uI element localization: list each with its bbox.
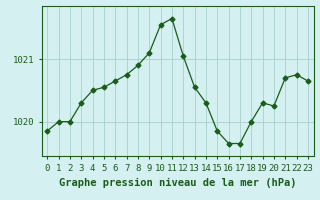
X-axis label: Graphe pression niveau de la mer (hPa): Graphe pression niveau de la mer (hPa) <box>59 178 296 188</box>
